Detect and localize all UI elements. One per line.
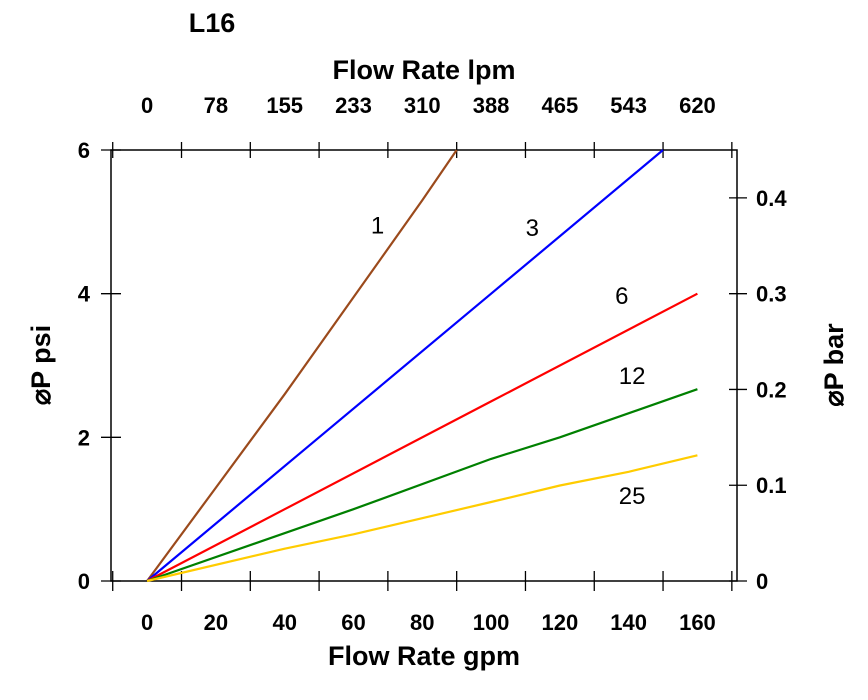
chart-title: L16 (189, 8, 236, 38)
series-line-1 (146, 149, 458, 582)
x2-tick-label: 233 (335, 93, 372, 118)
x-tick-label: 0 (141, 610, 153, 635)
x-tick-label: 40 (272, 610, 296, 635)
series-line-12 (146, 388, 698, 583)
y2-tick-label: 0.3 (756, 282, 787, 307)
series-label-3: 3 (526, 215, 539, 242)
series-label-6: 6 (615, 283, 628, 310)
y-tick-label: 0 (78, 569, 90, 594)
x2-tick-label: 0 (141, 93, 153, 118)
y2-tick-label: 0.1 (756, 473, 787, 498)
y-tick-label: 6 (78, 138, 90, 163)
x2-tick-label: 310 (404, 93, 441, 118)
series-line-25 (146, 454, 698, 583)
y2-tick-label: 0 (756, 569, 768, 594)
y2-tick-label: 0.2 (756, 377, 787, 402)
x-tick-label: 140 (610, 610, 647, 635)
series-line-3 (146, 149, 664, 582)
plot-frame (110, 149, 738, 582)
y2-axis-title: ⌀P bar (819, 323, 849, 407)
y-tick-label: 4 (78, 282, 91, 307)
x-tick-label: 100 (473, 610, 510, 635)
x2-tick-label: 388 (473, 93, 510, 118)
x-tick-label: 160 (679, 610, 716, 635)
series-label-12: 12 (619, 363, 646, 390)
x2-tick-label: 543 (610, 93, 647, 118)
y-axis-title: ⌀P psi (26, 325, 56, 405)
series-label-25: 25 (619, 483, 646, 510)
x-tick-label: 60 (341, 610, 365, 635)
x2-tick-label: 465 (542, 93, 579, 118)
x-axis-title: Flow Rate gpm (328, 641, 520, 671)
x-tick-label: 20 (204, 610, 228, 635)
x2-tick-label: 155 (266, 93, 303, 118)
series-line-6 (146, 292, 698, 582)
y-tick-label: 2 (78, 425, 90, 450)
x-tick-label: 120 (542, 610, 579, 635)
x2-tick-label: 78 (204, 93, 228, 118)
series-label-1: 1 (371, 213, 384, 240)
x-tick-label: 80 (410, 610, 434, 635)
y2-tick-label: 0.4 (756, 186, 787, 211)
x2-tick-label: 620 (679, 93, 716, 118)
x2-axis-title: Flow Rate lpm (332, 55, 515, 85)
